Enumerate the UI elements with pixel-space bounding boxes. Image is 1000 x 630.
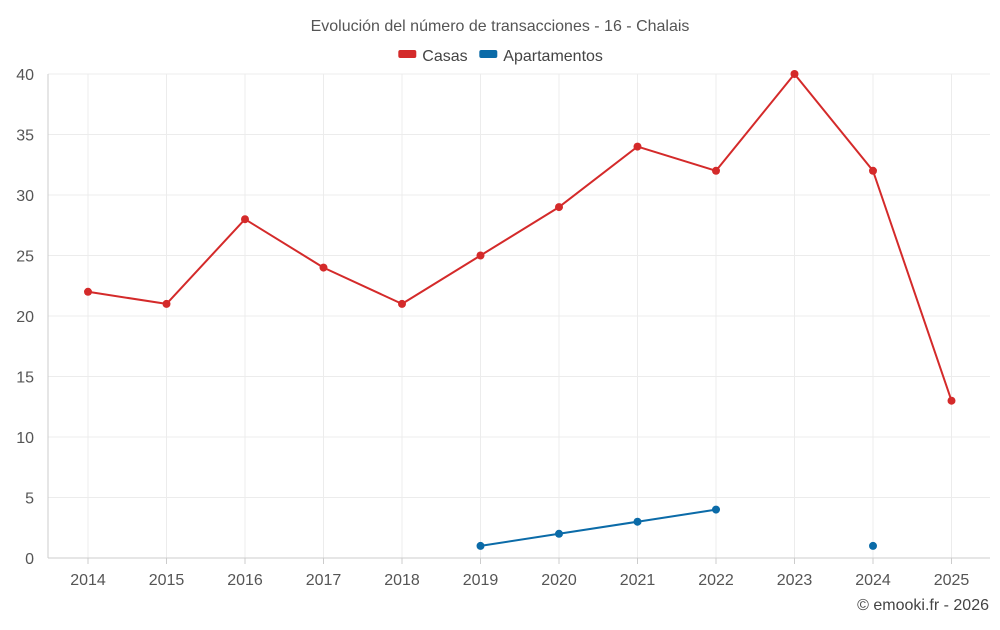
y-tick-label: 40 xyxy=(16,67,34,84)
data-point[interactable] xyxy=(241,215,249,224)
series-lines xyxy=(84,70,956,550)
data-point[interactable] xyxy=(869,166,877,175)
x-tick-label: 2016 xyxy=(227,572,263,589)
data-point[interactable] xyxy=(633,142,642,151)
y-tick-label: 10 xyxy=(16,430,34,447)
series-line xyxy=(479,508,717,547)
legend-label: Apartamentos xyxy=(503,48,603,65)
x-tick-label: 2014 xyxy=(70,572,106,589)
y-tick-label: 15 xyxy=(16,370,34,387)
chart-credit: © emooki.fr - 2026 xyxy=(857,597,989,614)
data-point[interactable] xyxy=(476,541,485,550)
data-point[interactable] xyxy=(712,166,720,175)
data-point[interactable] xyxy=(162,299,171,308)
legend[interactable]: Casas Apartamentos xyxy=(398,48,603,65)
data-point[interactable] xyxy=(869,541,877,550)
data-point[interactable] xyxy=(712,505,720,514)
legend-swatch xyxy=(479,50,498,58)
y-tick-label: 20 xyxy=(16,309,34,326)
legend-item-casas[interactable]: Casas xyxy=(398,48,468,65)
data-point[interactable] xyxy=(398,299,406,308)
x-tick-label: 2020 xyxy=(541,572,577,589)
series-line xyxy=(87,73,953,402)
chart-header: Evolución del número de transacciones - … xyxy=(311,18,690,65)
chart-title: Evolución del número de transacciones - … xyxy=(311,18,690,35)
data-point[interactable] xyxy=(476,251,485,260)
y-tick-label: 30 xyxy=(16,188,34,205)
x-tick-label: 2018 xyxy=(384,572,420,589)
data-point[interactable] xyxy=(84,287,92,296)
data-point[interactable] xyxy=(555,529,563,538)
x-tick-label: 2019 xyxy=(463,572,499,589)
x-tick-label: 2023 xyxy=(777,572,813,589)
x-tick-label: 2022 xyxy=(698,572,734,589)
data-point[interactable] xyxy=(633,517,642,526)
y-tick-label: 0 xyxy=(25,551,34,568)
legend-item-apartamentos[interactable]: Apartamentos xyxy=(479,48,603,65)
y-tick-label: 25 xyxy=(16,249,34,266)
x-tick-label: 2024 xyxy=(855,572,891,589)
data-point[interactable] xyxy=(555,203,563,212)
data-point[interactable] xyxy=(947,396,956,405)
data-point[interactable] xyxy=(319,263,328,272)
legend-swatch xyxy=(398,50,417,58)
data-point[interactable] xyxy=(790,70,799,78)
grid-lines xyxy=(48,73,990,559)
series-casas[interactable] xyxy=(84,70,956,405)
y-tick-label: 35 xyxy=(16,128,34,145)
series-apartamentos[interactable] xyxy=(476,505,878,550)
y-tick-label: 5 xyxy=(25,491,34,508)
x-tick-label: 2015 xyxy=(149,572,185,589)
legend-label: Casas xyxy=(422,48,467,65)
x-tick-label: 2017 xyxy=(306,572,342,589)
x-tick-label: 2021 xyxy=(620,572,656,589)
x-tick-label: 2025 xyxy=(934,572,970,589)
